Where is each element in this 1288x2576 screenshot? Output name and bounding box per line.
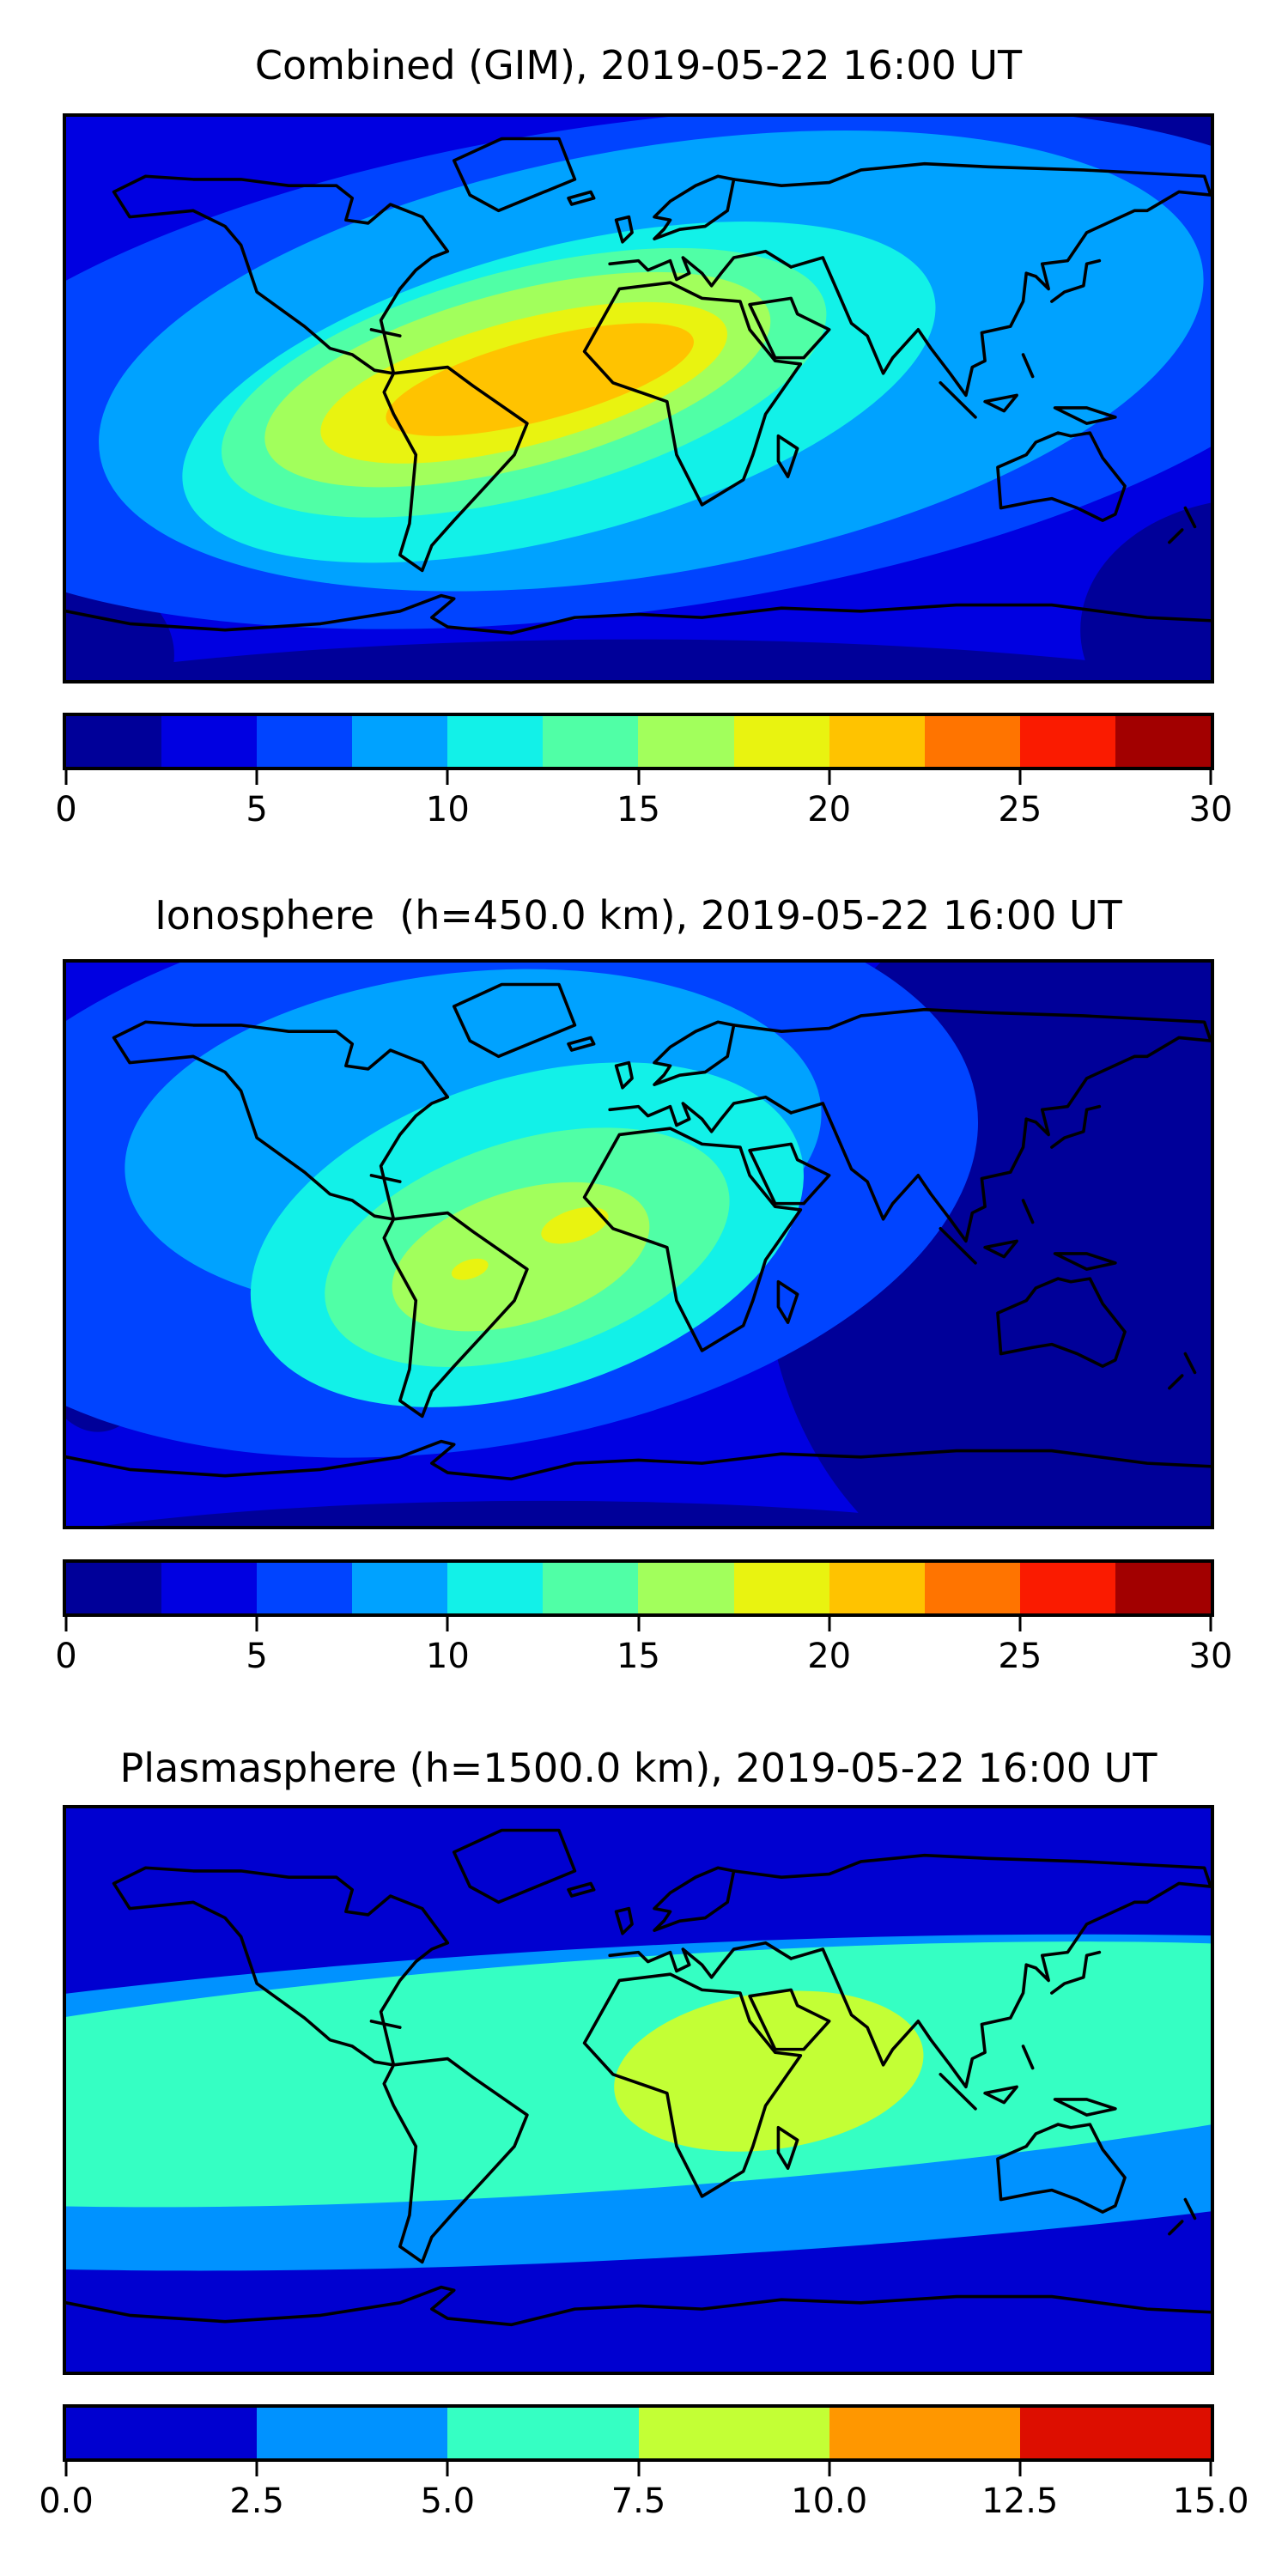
world-map-ionosphere	[63, 959, 1214, 1529]
world-map-plasmasphere	[63, 1805, 1214, 2375]
colorbar-segment	[829, 1563, 925, 1613]
colorbar-tick-label: 30	[1188, 1637, 1233, 1676]
colorbar-segment	[161, 1563, 258, 1613]
contour-fills-combined	[66, 117, 1211, 680]
contour-fills-plasmasphere	[66, 1808, 1211, 2372]
contour-fills-ionosphere	[66, 963, 1211, 1526]
colorbar-segment	[543, 716, 639, 767]
contour-blob-low	[1080, 502, 1211, 680]
colorbar-tick	[446, 2462, 449, 2476]
colorbar-tick	[1018, 1617, 1022, 1631]
colorbar-tick-label: 12.5	[981, 2482, 1059, 2521]
colorbar-segment	[66, 716, 162, 767]
colorbar-segment	[257, 1563, 353, 1613]
colorbar-segment	[638, 716, 734, 767]
colorbar-tick	[637, 770, 640, 785]
colorbar-tick	[828, 2462, 831, 2476]
colorbar-tick-label: 10	[425, 790, 470, 829]
colorbar-tick	[1209, 2462, 1212, 2476]
contour-blob-peak	[451, 1258, 489, 1280]
contour-blob-peak	[614, 1990, 924, 2152]
colorbar-tick	[255, 2462, 258, 2476]
colorbar-combined	[63, 713, 1214, 770]
colorbar-tick	[64, 770, 68, 785]
colorbar-tick-label: 0.0	[39, 2482, 94, 2521]
colorbar-segment	[1019, 1563, 1115, 1613]
colorbar-segment	[829, 2408, 1020, 2458]
contour-blob-low	[66, 639, 1211, 680]
colorbar-segment	[733, 1563, 829, 1613]
colorbar-segment	[257, 2408, 448, 2458]
colorbar-segment	[161, 716, 258, 767]
colorbar-ionosphere	[63, 1559, 1214, 1617]
colorbar-tick-label: 15	[617, 1637, 660, 1676]
colorbar-segment	[543, 1563, 639, 1613]
colorbar-tick	[1018, 770, 1022, 785]
colorbar-segment	[1019, 2408, 1212, 2458]
colorbar-tick-label: 20	[807, 790, 852, 829]
colorbar-segment	[257, 716, 353, 767]
colorbar-segment	[924, 1563, 1020, 1613]
colorbar-tick	[828, 770, 831, 785]
colorbar-tick-label: 15	[617, 790, 660, 829]
colorbar-tick-label: 25	[998, 1637, 1042, 1676]
colorbar-tick	[446, 770, 449, 785]
colorbar-segment	[924, 716, 1020, 767]
panel-title-plasmasphere: Plasmasphere (h=1500.0 km), 2019-05-22 1…	[119, 1745, 1157, 1791]
world-map-combined	[63, 113, 1214, 683]
colorbar-tick-label: 15.0	[1172, 2482, 1249, 2521]
colorbar-tick	[255, 1617, 258, 1631]
colorbar-tick-label: 20	[807, 1637, 852, 1676]
colorbar-tick	[1209, 770, 1212, 785]
colorbar-tick-label: 7.5	[611, 2482, 666, 2521]
colorbar-segment	[1115, 716, 1211, 767]
colorbar-tick-label: 0	[55, 1637, 77, 1676]
colorbar-segment	[447, 716, 544, 767]
colorbar-tick-label: 5	[246, 1637, 268, 1676]
colorbar-tick	[64, 1617, 68, 1631]
colorbar-tick	[446, 1617, 449, 1631]
colorbar-tick-label: 5	[246, 790, 268, 829]
colorbar-tick	[637, 1617, 640, 1631]
colorbar-tick-label: 10	[425, 1637, 470, 1676]
contour-blob-peak	[541, 1206, 609, 1244]
colorbar-plasmasphere	[63, 2404, 1214, 2462]
colorbar-tick	[64, 2462, 68, 2476]
colorbar-segment	[447, 1563, 544, 1613]
colorbar-tick-label: 10.0	[791, 2482, 868, 2521]
colorbar-tick	[637, 2462, 640, 2476]
colorbar-tick-label: 0	[55, 790, 77, 829]
colorbar-segment	[447, 2408, 639, 2458]
colorbar-tick-label: 5.0	[420, 2482, 476, 2521]
colorbar-segment	[733, 716, 829, 767]
colorbar-tick	[1209, 1617, 1212, 1631]
colorbar-segment	[1019, 716, 1115, 767]
colorbar-segment	[66, 1563, 162, 1613]
colorbar-segment	[638, 2408, 829, 2458]
colorbar-segment	[1115, 1563, 1211, 1613]
colorbar-segment	[638, 1563, 734, 1613]
colorbar-segment	[829, 716, 925, 767]
panel-title-ionosphere: Ionosphere (h=450.0 km), 2019-05-22 16:0…	[155, 892, 1122, 939]
colorbar-tick-label: 2.5	[229, 2482, 284, 2521]
colorbar-tick	[828, 1617, 831, 1631]
colorbar-tick-label: 30	[1188, 790, 1233, 829]
colorbar-tick	[1018, 2462, 1022, 2476]
colorbar-segment	[352, 716, 448, 767]
contour-blob-low	[102, 1500, 984, 1526]
panel-title-combined: Combined (GIM), 2019-05-22 16:00 UT	[254, 42, 1023, 88]
colorbar-segment	[352, 1563, 448, 1613]
colorbar-segment	[66, 2408, 258, 2458]
colorbar-tick	[255, 770, 258, 785]
colorbar-tick-label: 25	[998, 790, 1042, 829]
contour-blob-peak	[386, 323, 694, 436]
